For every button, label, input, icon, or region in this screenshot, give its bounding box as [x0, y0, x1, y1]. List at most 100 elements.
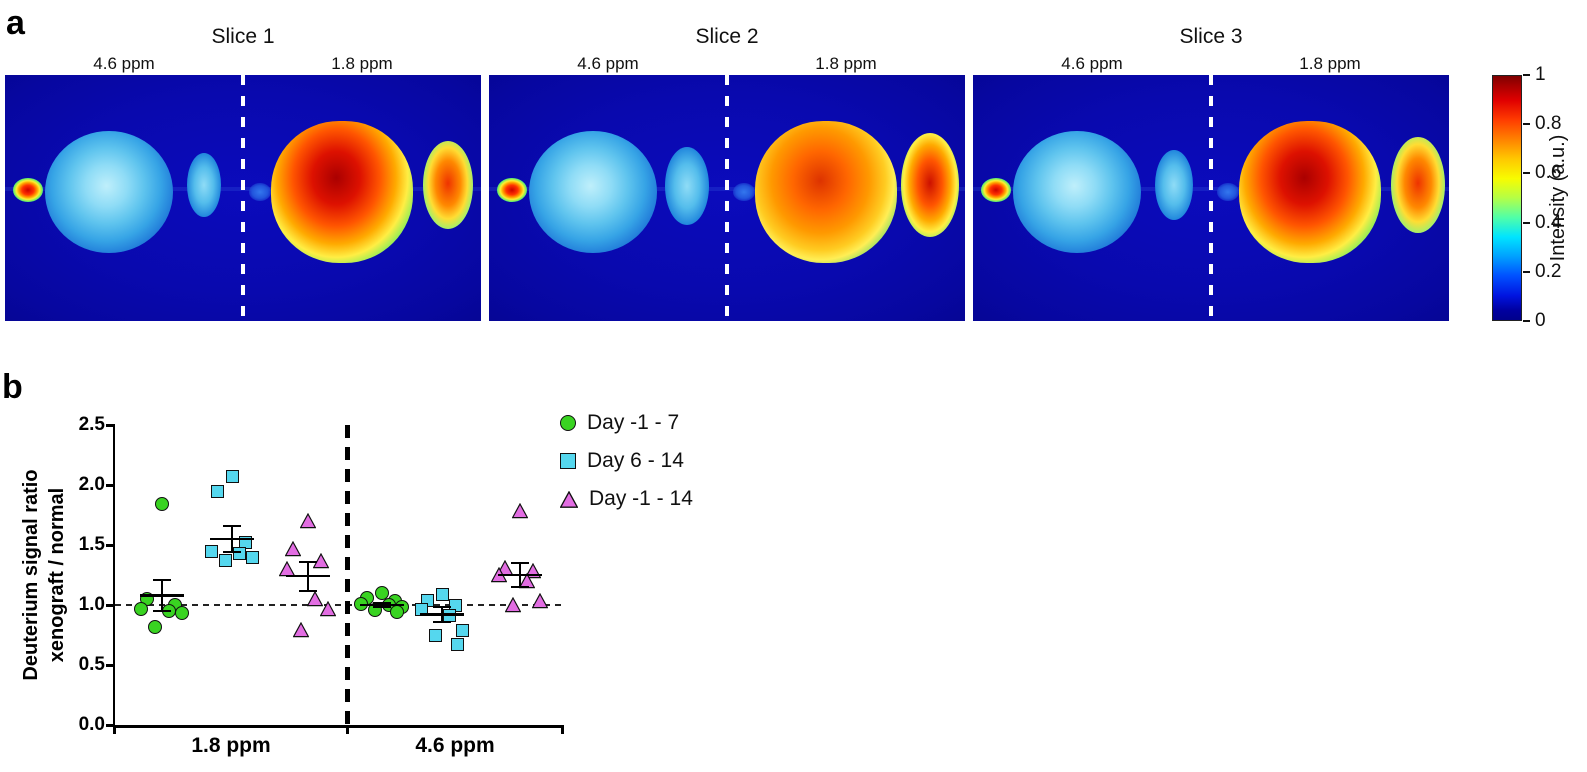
slice-2-ppm-labels: 4.6 ppm 1.8 ppm	[489, 54, 965, 74]
data-point-triangle	[312, 552, 330, 569]
data-point-triangle	[306, 590, 324, 607]
data-point-circle	[390, 605, 404, 620]
slice-1-ppm-labels: 4.6 ppm 1.8 ppm	[5, 54, 481, 74]
colorbar-tick-label: 0.4	[1535, 212, 1562, 233]
slice-2-subimage-4-6ppm	[489, 75, 727, 321]
legend-triangle-icon	[559, 490, 579, 508]
slice-1-right-ppm-label: 1.8 ppm	[331, 54, 393, 73]
slice-1-subimage-1-8ppm	[243, 75, 481, 321]
error-bar	[433, 606, 451, 609]
data-point-circle	[375, 586, 389, 600]
signal-hotspot	[497, 178, 527, 202]
data-point-square	[450, 638, 464, 652]
error-bar	[433, 620, 451, 623]
data-point-triangle	[299, 512, 317, 529]
x-category-4-6ppm: 4.6 ppm	[415, 734, 495, 757]
data-point-triangle	[531, 593, 549, 609]
error-bar	[153, 610, 171, 612]
signal-blob-side	[423, 141, 473, 229]
y-tick	[106, 484, 115, 487]
data-point-square	[204, 544, 218, 558]
error-bar	[373, 601, 391, 604]
error-bar	[299, 560, 317, 563]
legend-label: Day 6 - 14	[587, 449, 684, 472]
signal-blob-main	[45, 131, 173, 253]
slice-3-title: Slice 3	[1179, 25, 1243, 48]
slice-1-subimage-4-6ppm	[5, 75, 243, 321]
slice-3-ppm-labels: 4.6 ppm 1.8 ppm	[973, 54, 1449, 74]
colorbar-tick	[1523, 172, 1530, 174]
signal-blob-main	[271, 121, 413, 263]
y-axis-title: Deuterium signal ratio xenograft / norma…	[18, 420, 72, 730]
data-point-square	[210, 484, 224, 498]
signal-blob-main	[755, 121, 897, 263]
signal-hotspot	[981, 178, 1011, 202]
colorbar-tick-label: 0.8	[1535, 113, 1562, 134]
reference-line-y1	[115, 604, 563, 606]
error-bar	[223, 551, 241, 554]
data-point-triangle	[292, 621, 310, 638]
slice-2: Slice 2 4.6 ppm 1.8 ppm	[489, 25, 965, 321]
legend-item-day-m1-7: Day -1 - 7	[560, 408, 679, 438]
data-point-triangle	[284, 540, 302, 557]
legend-label: Day -1 - 7	[587, 411, 680, 434]
scatter-plot	[112, 424, 564, 734]
error-bar	[153, 578, 171, 581]
y-tick-label: 1.0	[78, 594, 105, 615]
data-point-triangle	[511, 503, 529, 519]
colorbar-tick	[1523, 123, 1530, 125]
slice-1-title: Slice 1	[211, 25, 275, 48]
slice-2-subimage-1-8ppm	[727, 75, 965, 321]
y-axis-title-line2: xenograft / normal	[46, 487, 68, 663]
signal-blob-main	[1239, 121, 1381, 263]
colorbar-axis-label: Intensity (a.u.)	[1547, 134, 1569, 262]
data-point-triangle	[319, 600, 337, 617]
data-point-square	[435, 587, 449, 601]
colorbar-tick-label: 0	[1535, 310, 1546, 331]
panel-b-label: b	[2, 368, 23, 406]
slice-2-title: Slice 2	[695, 25, 759, 48]
error-bar	[511, 562, 529, 564]
signal-blob-side	[187, 153, 221, 217]
signal-blob-side	[665, 147, 709, 225]
error-bar	[231, 525, 233, 553]
signal-blob-side	[1155, 150, 1193, 220]
slice-3-left-ppm-label: 4.6 ppm	[1061, 54, 1123, 73]
data-point-square	[225, 470, 239, 484]
error-bar	[307, 561, 309, 591]
x-category-1-8ppm: 1.8 ppm	[191, 734, 271, 757]
legend-item-day-6-14: Day 6 - 14	[560, 446, 684, 476]
data-point-circle	[148, 619, 162, 634]
signal-blob-main	[529, 131, 657, 253]
slice-1-mri-image	[5, 75, 481, 321]
y-tick-label: 1.5	[78, 534, 105, 555]
y-tick	[106, 664, 115, 667]
colorbar-tick-label: 1	[1535, 64, 1546, 85]
signal-spot-faint	[1217, 183, 1239, 201]
dashed-divider-white	[1209, 75, 1213, 321]
signal-blob-side	[1391, 137, 1445, 233]
slice-1: Slice 1 4.6 ppm 1.8 ppm	[5, 25, 481, 321]
error-bar	[161, 579, 163, 611]
x-tick	[346, 727, 349, 734]
slice-3-subimage-4-6ppm	[973, 75, 1211, 321]
colorbar-tick	[1523, 271, 1530, 273]
data-point-triangle	[504, 596, 522, 613]
data-point-circle	[134, 601, 148, 616]
error-bar	[519, 563, 521, 587]
data-point-square	[218, 554, 232, 568]
intensity-colorbar	[1492, 75, 1522, 321]
y-tick-label: 0.5	[78, 654, 105, 675]
x-tick	[113, 727, 116, 734]
y-tick	[106, 424, 115, 427]
slice-3-right-ppm-label: 1.8 ppm	[1299, 54, 1361, 73]
y-tick	[106, 724, 115, 727]
signal-blob-side	[901, 133, 959, 237]
error-bar	[381, 602, 383, 608]
colorbar-tick	[1523, 74, 1530, 76]
slice-2-left-ppm-label: 4.6 ppm	[577, 54, 639, 73]
y-tick	[106, 544, 115, 547]
legend-square-icon	[560, 453, 576, 469]
dashed-divider-white	[725, 75, 729, 321]
